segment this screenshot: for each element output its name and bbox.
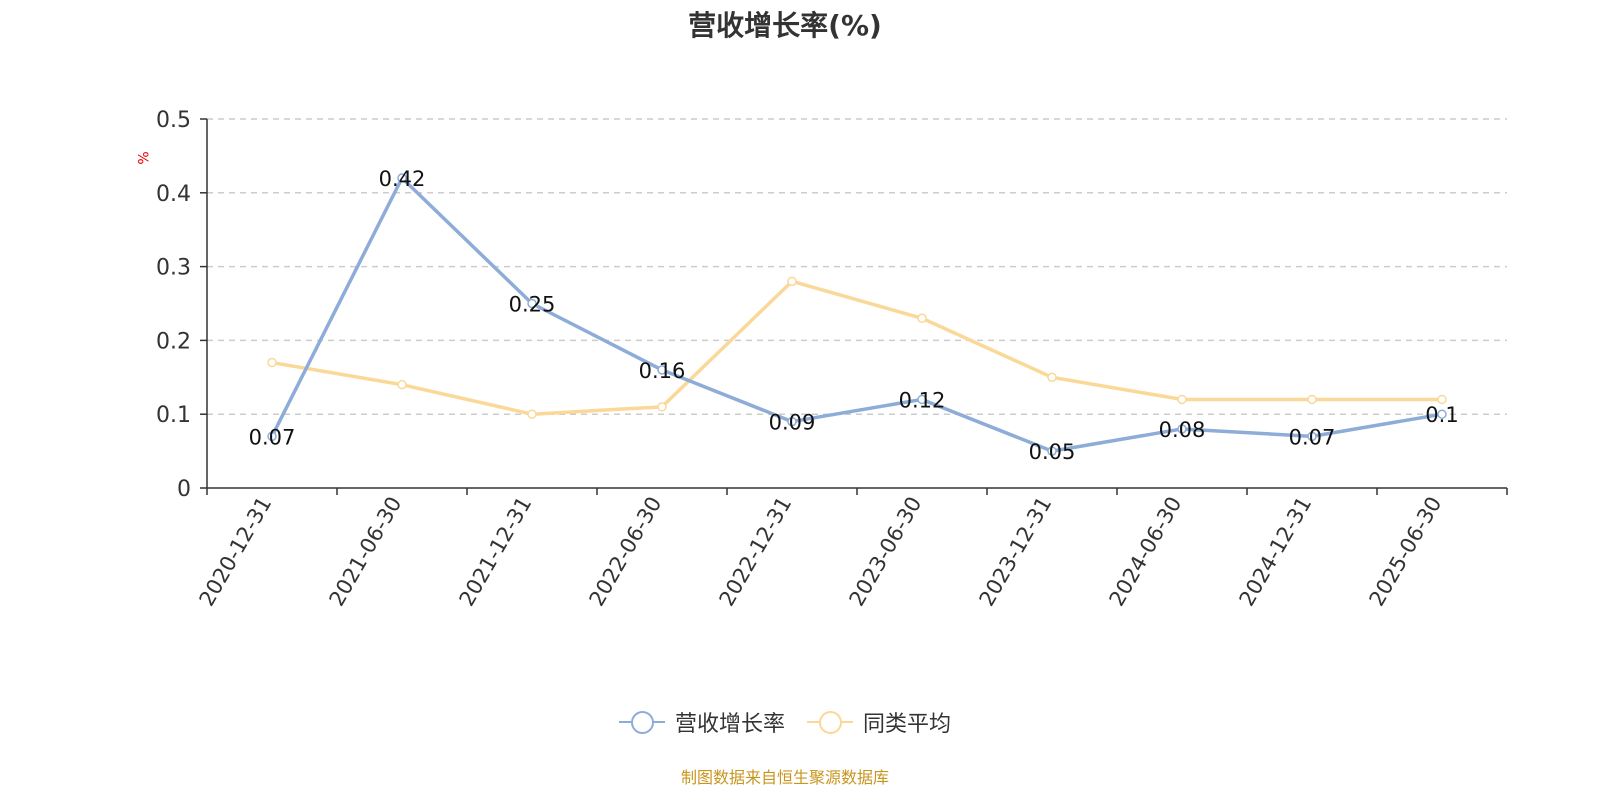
data-point (1307, 394, 1317, 405)
series-line-1 (270, 176, 1443, 453)
x-tick-label: 2023-12-31 (975, 493, 1057, 611)
series-lines (270, 176, 1443, 453)
data-label: 0.12 (899, 388, 946, 412)
y-tick-label: 0 (177, 477, 191, 502)
x-tick-label: 2024-06-30 (1105, 493, 1187, 611)
y-tick-label: 0.5 (156, 108, 191, 133)
data-point (397, 173, 407, 183)
grid-lines (207, 118, 1507, 415)
data-point (397, 379, 407, 390)
y-tick-label: 0.2 (156, 329, 191, 354)
data-point (1047, 372, 1057, 383)
x-tick-label: 2024-12-31 (1235, 493, 1317, 611)
data-point (917, 394, 927, 405)
data-point (1307, 431, 1317, 442)
y-tick-label: 0.1 (156, 403, 191, 428)
x-tick-label: 2021-06-30 (325, 493, 407, 611)
y-tick-labels: 0 0.1 0.2 0.3 0.4 0.5 (156, 108, 191, 502)
x-tick-label: 2023-06-30 (845, 493, 927, 611)
x-tick-label: 2022-12-31 (715, 493, 797, 611)
data-point (527, 298, 537, 309)
x-tick-label: 2025-06-30 (1365, 493, 1447, 611)
legend: 营收增长率 同类平均 (0, 706, 1570, 738)
series-line-2 (271, 279, 1442, 416)
data-point (1177, 424, 1187, 434)
series-points (267, 173, 1447, 456)
y-tick-label: 0.3 (156, 256, 191, 281)
data-label: 0.16 (639, 359, 686, 383)
data-label: 0.25 (509, 293, 556, 317)
data-point (1047, 446, 1057, 456)
legend-swatch-circle-icon (807, 710, 853, 734)
data-point (787, 416, 797, 427)
x-tick-label: 2021-12-31 (455, 493, 537, 611)
line-chart: 00.10.20.30.40.5 2020-12-31 2021-06-30 202… (156, 108, 1508, 611)
legend-item-revenue-growth[interactable]: 营收增长率 (618, 706, 785, 738)
axes (200, 118, 1508, 495)
x-tick-label: 2020-12-31 (195, 493, 277, 611)
data-point (657, 365, 667, 375)
data-labels: 0.07 0.42 0.25 0.16 0.09 0.12 0.05 0.08 0.07 0.1 (249, 167, 1459, 464)
data-point (787, 276, 797, 287)
y-tick-label: 0.4 (156, 182, 191, 207)
legend-label: 营收增长率 (674, 712, 785, 737)
data-point (1177, 394, 1187, 405)
x-tick-label: 2022-06-30 (585, 493, 667, 611)
data-label: 0.07 (249, 425, 296, 449)
data-point (267, 357, 277, 368)
legend-label: 同类平均 (863, 712, 952, 737)
data-label: 0.05 (1029, 440, 1076, 464)
data-label: 0.42 (379, 167, 426, 191)
data-point (657, 402, 667, 412)
data-point (1437, 409, 1447, 419)
x-tick-labels: 2020-12-31 2021-06-30 2021-12-31 2022-06-30… (195, 493, 1447, 611)
data-point (1437, 394, 1447, 405)
data-label: 0.09 (769, 411, 816, 435)
chart-title: 营收增长率(%) (688, 9, 882, 42)
data-point (267, 431, 277, 442)
data-label: 0.07 (1289, 425, 1336, 449)
data-point (917, 313, 927, 324)
data-label: 0.1 (1425, 403, 1458, 427)
data-label: 0.08 (1159, 418, 1206, 442)
legend-item-peer-average[interactable]: 同类平均 (807, 706, 951, 738)
data-point (527, 409, 537, 419)
source-note: 制图数据来自恒生聚源数据库 (680, 768, 889, 787)
legend-swatch-circle-icon (618, 710, 665, 734)
